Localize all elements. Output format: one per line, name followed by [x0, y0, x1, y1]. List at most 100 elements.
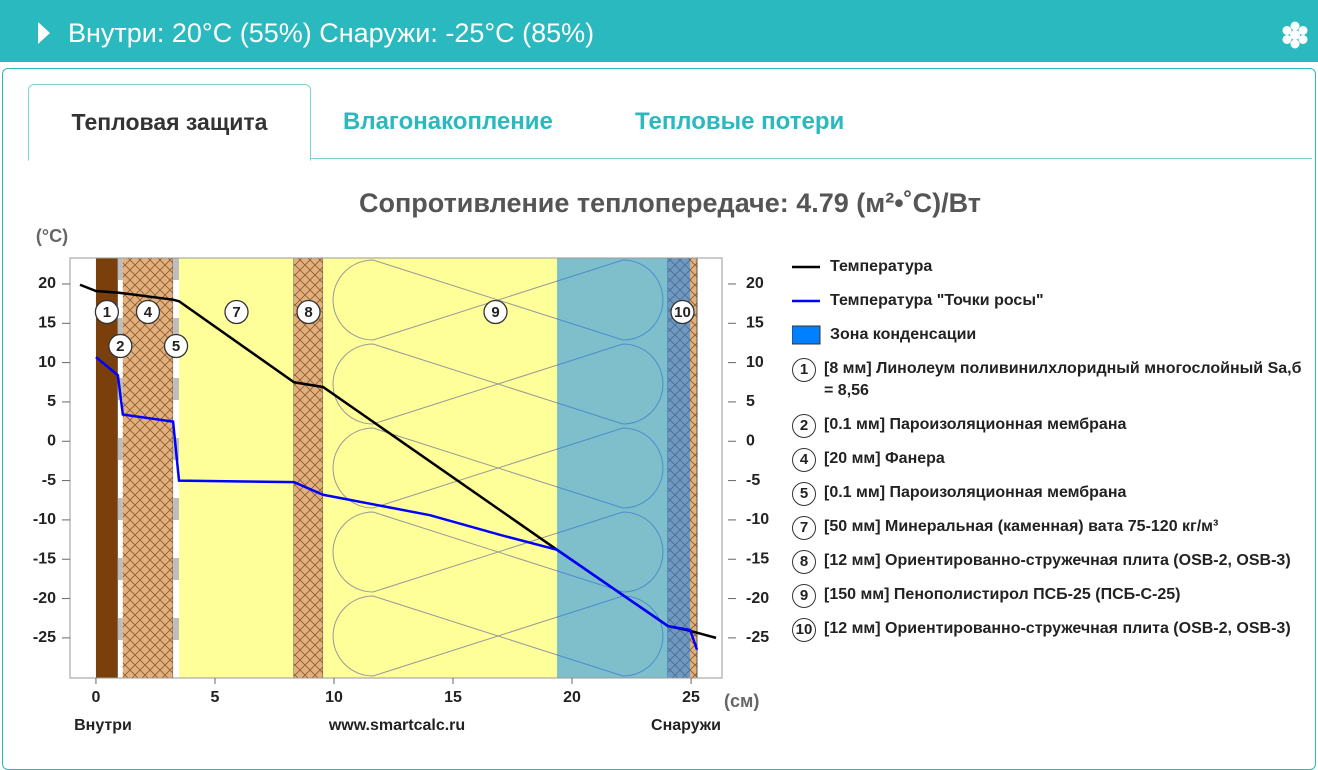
- layer-marker: [135, 299, 161, 325]
- tab[interactable]: Влагонакопление: [343, 108, 553, 135]
- legend-item: Зона конденсации: [792, 324, 1312, 346]
- layer-number: 4: [144, 304, 153, 321]
- layer-legend-item: 9 [150 мм] Пенополистирол ПСБ-25 (ПСБ-С-2…: [792, 584, 1312, 608]
- layer-label: [0.1 мм] Пароизоляционная мембрана: [824, 416, 1127, 433]
- layer-number: 5: [172, 338, 180, 355]
- layer-marker: [163, 333, 189, 359]
- layer-legend-item: 5 [0.1 мм] Пароизоляционная мембрана: [792, 482, 1312, 506]
- layer-label: [0.1 мм] Пароизоляционная мембрана: [824, 484, 1127, 501]
- layer-legend-item: 1 [8 мм] Линолеум поливинилхлоридный мног…: [792, 358, 1312, 402]
- layer-number: 7: [232, 304, 240, 321]
- legend-item: Температура: [792, 256, 1312, 278]
- chart-title: Сопротивление теплопередаче: 4.79 (м²•˚C…: [358, 188, 982, 218]
- legend-key: [792, 325, 821, 345]
- legend-label: Температура: [830, 258, 933, 275]
- legend: Температура Температура "Точки росы" Зона …: [792, 256, 1312, 652]
- x-tick-label: 5: [211, 689, 220, 706]
- y-tick-label: 10: [38, 354, 56, 371]
- legend-key: [792, 265, 820, 269]
- source-label: www.smartcalc.ru: [328, 717, 465, 734]
- header-bar[interactable]: Внутри: 20°C (55%) Снаружи: -25°C (85%): [0, 0, 1318, 62]
- layer-marker: [224, 299, 249, 325]
- layer-number: 2: [792, 414, 816, 438]
- layer-label: [12 мм] Ориентированно-стружечная плита …: [824, 552, 1291, 569]
- y-tick-label: 15: [38, 314, 56, 331]
- legend-label: Зона конденсации: [830, 326, 977, 343]
- layer-number: 7: [792, 516, 816, 540]
- x-tick-label: 20: [563, 689, 581, 706]
- layer-hatch: [293, 258, 324, 678]
- layer-number: 10: [674, 304, 691, 321]
- y2-tick-label: -5: [746, 472, 760, 489]
- x-tick-label: 15: [444, 689, 462, 706]
- layer-marker: [483, 299, 508, 325]
- x-tick-label: 25: [682, 689, 700, 706]
- outside-label: Снаружи: [651, 717, 721, 734]
- layer-marker: [296, 299, 321, 325]
- layer-number: 4: [792, 448, 816, 472]
- y2-tick-label: 15: [746, 314, 764, 331]
- layer-label: [8 мм] Линолеум поливинилхлоридный много…: [824, 360, 1302, 399]
- x-tick-label: 0: [91, 689, 100, 706]
- layer-label: [12 мм] Ориентированно-стружечная плита …: [824, 620, 1291, 637]
- layer-legend-item: 7 [50 мм] Минеральная (каменная) вата 75-…: [792, 516, 1312, 540]
- inside-label: Внутри: [74, 717, 132, 734]
- y-tick-label: 20: [38, 275, 56, 292]
- y2-tick-label: -25: [746, 629, 769, 646]
- y2-tick-label: -10: [746, 511, 769, 528]
- layer-number: 1: [103, 304, 111, 321]
- tab-line: [28, 158, 1312, 159]
- chart: (°C) (см) Внутри www.smartcalc.ru Снаруж…: [33, 226, 769, 750]
- y-tick-label: 5: [47, 393, 56, 410]
- layer-legend-item: 8 [12 мм] Ориентированно-стружечная плита…: [792, 550, 1312, 574]
- y-tick-label: 0: [47, 432, 56, 449]
- layer: [173, 258, 180, 678]
- y-tick-label: -20: [33, 590, 56, 607]
- layer-number: 5: [792, 482, 816, 506]
- layer-hatch: [122, 258, 174, 678]
- layer-label: [150 мм] Пенополистирол ПСБ-25 (ПСБ-С-25…: [824, 586, 1181, 603]
- y2-tick-label: -20: [746, 590, 769, 607]
- layer-marker: [94, 299, 120, 325]
- layer-number: 10: [792, 618, 816, 642]
- y-axis-label: (°C): [36, 226, 68, 246]
- layer-number: 8: [304, 304, 312, 321]
- expand-arrow: [38, 22, 50, 44]
- y2-tick-label: -15: [746, 550, 769, 567]
- y2-tick-label: 5: [746, 393, 755, 410]
- plot-frame: [69, 257, 723, 679]
- series-line: [95, 356, 699, 651]
- layer-label: [50 мм] Минеральная (каменная) вата 75-1…: [824, 518, 1219, 535]
- legend-swatch: [792, 325, 821, 345]
- y-tick-label: -15: [33, 550, 56, 567]
- layer-marker: [670, 299, 695, 325]
- layer-number: 9: [491, 304, 499, 321]
- layer-number: 8: [792, 550, 816, 574]
- y-tick-label: -5: [42, 472, 56, 489]
- condensation-zone: [557, 258, 691, 678]
- header-title: Внутри: 20°C (55%) Снаружи: -25°C (85%): [68, 18, 595, 48]
- layer-legend-item: 10 [12 мм] Ориентированно-стружечная плит…: [792, 618, 1312, 642]
- layer-legend-item: 4 [20 мм] Фанера: [792, 448, 1312, 472]
- foam-pattern: [333, 680, 663, 750]
- x-tick-label: 10: [325, 689, 343, 706]
- layer-number: 9: [792, 584, 816, 608]
- legend-item: Температура "Точки росы": [792, 290, 1312, 312]
- x-axis-label: (см): [724, 691, 759, 711]
- layer-number: 1: [792, 358, 816, 382]
- y2-tick-label: 0: [746, 432, 755, 449]
- layer-legend-item: 2 [0.1 мм] Пароизоляционная мембрана: [792, 414, 1312, 438]
- y2-tick-label: 10: [746, 354, 764, 371]
- layer-number: 2: [116, 338, 124, 355]
- y-tick-label: -25: [33, 629, 56, 646]
- layer-marker: [108, 333, 133, 359]
- settings-icon[interactable]: [1281, 21, 1309, 49]
- legend-key: [792, 299, 820, 303]
- tab[interactable]: Тепловые потери: [635, 108, 845, 135]
- layer-label: [20 мм] Фанера: [824, 450, 945, 467]
- layer: [179, 258, 294, 678]
- tab[interactable]: Тепловая защита: [28, 84, 311, 161]
- layer: [117, 258, 123, 678]
